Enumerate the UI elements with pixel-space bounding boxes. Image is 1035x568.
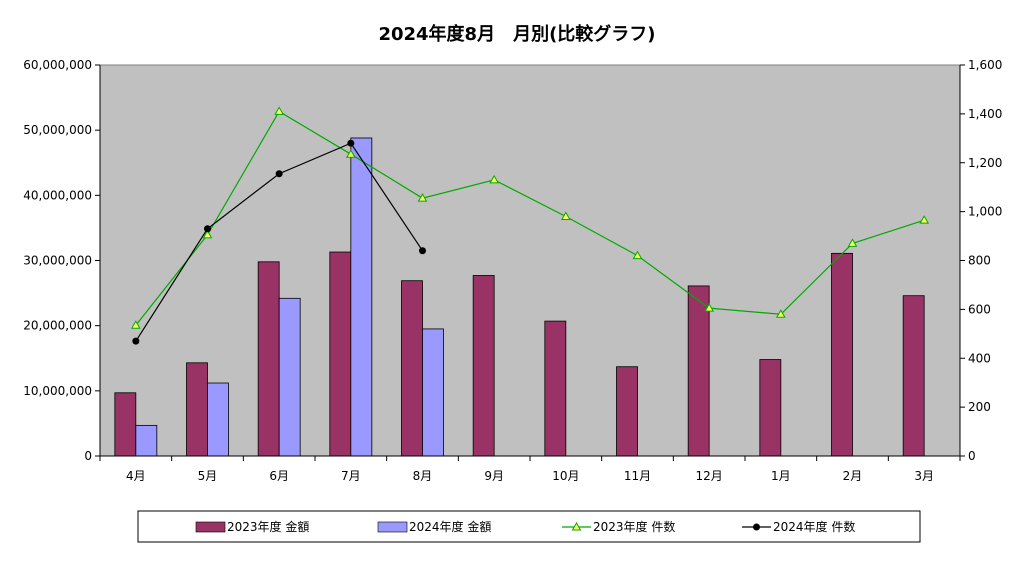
point-2-4 xyxy=(347,139,355,147)
point-1-7 xyxy=(560,211,571,221)
point-2-1 xyxy=(132,337,140,345)
x-tick-label: 9月 xyxy=(484,469,504,483)
x-tick-label: 2月 xyxy=(843,469,863,483)
y-right-tick-label: 600 xyxy=(968,302,991,316)
x-tick-label: 7月 xyxy=(341,469,361,483)
point-1-3 xyxy=(274,106,285,115)
bar-1-11 xyxy=(831,252,853,457)
point-1-11 xyxy=(847,238,858,247)
point-2-2 xyxy=(204,225,211,233)
point-1-5 xyxy=(417,193,428,202)
y-right-tick-label: 400 xyxy=(968,351,991,365)
bar-1-3 xyxy=(257,261,280,457)
point-1-1 xyxy=(130,320,141,329)
y-right-tick-label: 1,200 xyxy=(968,156,1002,170)
bar-2-2 xyxy=(207,382,229,457)
x-tick-label: 12月 xyxy=(696,469,723,483)
y-left-tick-label: 10,000,000 xyxy=(23,384,92,398)
bar-1-6 xyxy=(472,275,495,457)
legend-swatch-2 xyxy=(377,521,408,533)
legend-label-2: 2024年度 金額 xyxy=(409,519,491,534)
y-right-tick-label: 1,000 xyxy=(968,205,1002,219)
y-left-tick-label: 40,000,000 xyxy=(23,188,92,202)
bar-2-1 xyxy=(135,424,158,457)
legend-label-4: 2024年度 件数 xyxy=(773,519,855,534)
point-1-12 xyxy=(919,215,930,224)
y-right-tick-label: 1,600 xyxy=(968,58,1002,72)
point-1-6 xyxy=(489,174,500,184)
y-right-tick-label: 200 xyxy=(968,400,991,414)
legend-label-1: 2023年度 金額 xyxy=(227,519,309,534)
x-tick-label: 10月 xyxy=(552,469,579,483)
bar-2-5 xyxy=(422,328,444,457)
legend-swatch-1 xyxy=(195,521,226,533)
x-tick-label: 3月 xyxy=(914,469,934,483)
bar-1-1 xyxy=(114,392,137,457)
point-1-4 xyxy=(345,149,356,158)
point-2-5 xyxy=(419,247,426,255)
y-left-tick-label: 0 xyxy=(84,449,92,463)
bar-1-10 xyxy=(759,359,782,457)
plot-area xyxy=(99,64,961,457)
x-tick-label: 1月 xyxy=(771,469,791,483)
x-tick-label: 4月 xyxy=(126,469,146,483)
bar-1-12 xyxy=(902,295,925,457)
x-tick-label: 5月 xyxy=(198,469,218,483)
y-right-tick-label: 800 xyxy=(968,254,991,268)
y-left-tick-label: 50,000,000 xyxy=(23,123,92,137)
x-tick-label: 6月 xyxy=(269,469,289,483)
x-tick-label: 11月 xyxy=(624,469,651,483)
bar-1-4 xyxy=(329,251,352,457)
bar-1-7 xyxy=(544,320,567,457)
y-left-tick-label: 30,000,000 xyxy=(23,254,92,268)
bar-2-3 xyxy=(278,297,301,457)
point-1-8 xyxy=(632,250,643,260)
point-1-2 xyxy=(202,229,213,239)
chart-title: 2024年度8月 月別(比較グラフ) xyxy=(378,23,655,45)
legend-label-3: 2023年度 件数 xyxy=(593,519,675,534)
bar-1-8 xyxy=(616,366,638,457)
bar-1-2 xyxy=(186,362,208,457)
y-left-tick-label: 60,000,000 xyxy=(23,58,92,72)
bar-2-4 xyxy=(350,137,373,457)
line-series-1 xyxy=(135,110,925,326)
point-1-10 xyxy=(775,309,786,318)
legend-marker-3 xyxy=(571,521,582,531)
point-1-9 xyxy=(704,303,715,312)
point-2-3 xyxy=(275,170,283,178)
y-left-tick-label: 20,000,000 xyxy=(23,319,92,333)
y-right-tick-label: 0 xyxy=(968,449,976,463)
bar-1-5 xyxy=(401,280,423,457)
legend-marker-4 xyxy=(753,523,760,531)
y-right-tick-label: 1,400 xyxy=(968,107,1002,121)
legend-box xyxy=(137,510,921,543)
x-tick-label: 8月 xyxy=(413,469,433,483)
